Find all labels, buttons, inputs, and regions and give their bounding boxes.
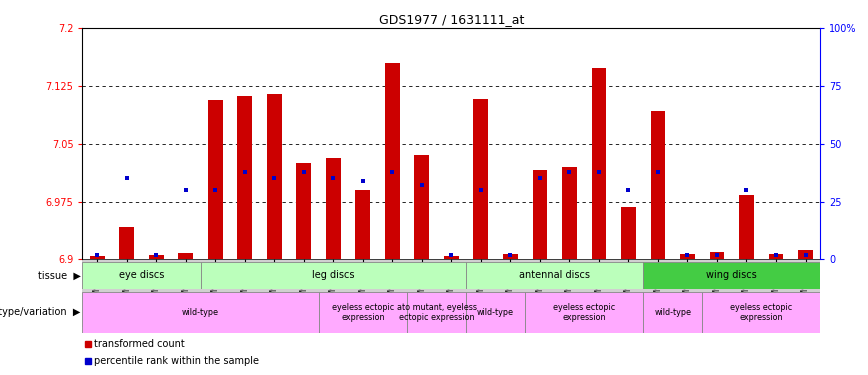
- Text: antennal discs: antennal discs: [519, 270, 590, 280]
- Bar: [466, 262, 643, 289]
- Bar: [297, 163, 311, 260]
- Text: wild-type: wild-type: [182, 308, 219, 317]
- Bar: [621, 207, 635, 260]
- Text: transformed count: transformed count: [94, 339, 184, 349]
- Text: genotype/variation  ▶: genotype/variation ▶: [0, 308, 81, 317]
- Bar: [562, 167, 576, 260]
- Bar: [503, 254, 517, 260]
- Text: ato mutant, eyeless
ectopic expression: ato mutant, eyeless ectopic expression: [397, 303, 477, 322]
- Bar: [681, 254, 694, 260]
- Bar: [799, 250, 812, 259]
- Bar: [466, 292, 525, 333]
- Text: eyeless ectopic
expression: eyeless ectopic expression: [553, 303, 615, 322]
- Bar: [208, 100, 222, 260]
- Bar: [444, 255, 459, 260]
- Bar: [385, 63, 400, 260]
- Bar: [319, 292, 407, 333]
- Bar: [407, 292, 466, 333]
- Bar: [82, 292, 319, 333]
- Bar: [643, 262, 820, 289]
- Bar: [643, 292, 702, 333]
- Text: wing discs: wing discs: [707, 270, 757, 280]
- Bar: [474, 99, 488, 260]
- Bar: [326, 158, 341, 260]
- Text: eye discs: eye discs: [119, 270, 164, 280]
- Bar: [82, 262, 201, 289]
- Bar: [356, 190, 370, 260]
- Bar: [769, 254, 783, 260]
- Text: eyeless ectopic
expression: eyeless ectopic expression: [332, 303, 394, 322]
- Text: eyeless ectopic
expression: eyeless ectopic expression: [730, 303, 792, 322]
- Bar: [415, 154, 429, 260]
- Bar: [533, 170, 547, 260]
- Title: GDS1977 / 1631111_at: GDS1977 / 1631111_at: [378, 13, 524, 26]
- Bar: [525, 292, 643, 333]
- Text: wild-type: wild-type: [654, 308, 691, 317]
- Bar: [267, 94, 282, 260]
- Bar: [592, 68, 606, 260]
- Bar: [702, 292, 820, 333]
- Bar: [238, 96, 253, 260]
- Bar: [120, 227, 134, 260]
- Bar: [90, 255, 105, 260]
- Text: percentile rank within the sample: percentile rank within the sample: [94, 356, 259, 366]
- Text: wild-type: wild-type: [477, 308, 514, 317]
- Bar: [201, 262, 466, 289]
- Bar: [179, 253, 194, 260]
- Bar: [739, 195, 753, 260]
- Text: tissue  ▶: tissue ▶: [38, 270, 81, 280]
- Bar: [710, 252, 724, 260]
- Bar: [651, 111, 665, 260]
- Bar: [149, 255, 164, 260]
- Text: leg discs: leg discs: [312, 270, 354, 280]
